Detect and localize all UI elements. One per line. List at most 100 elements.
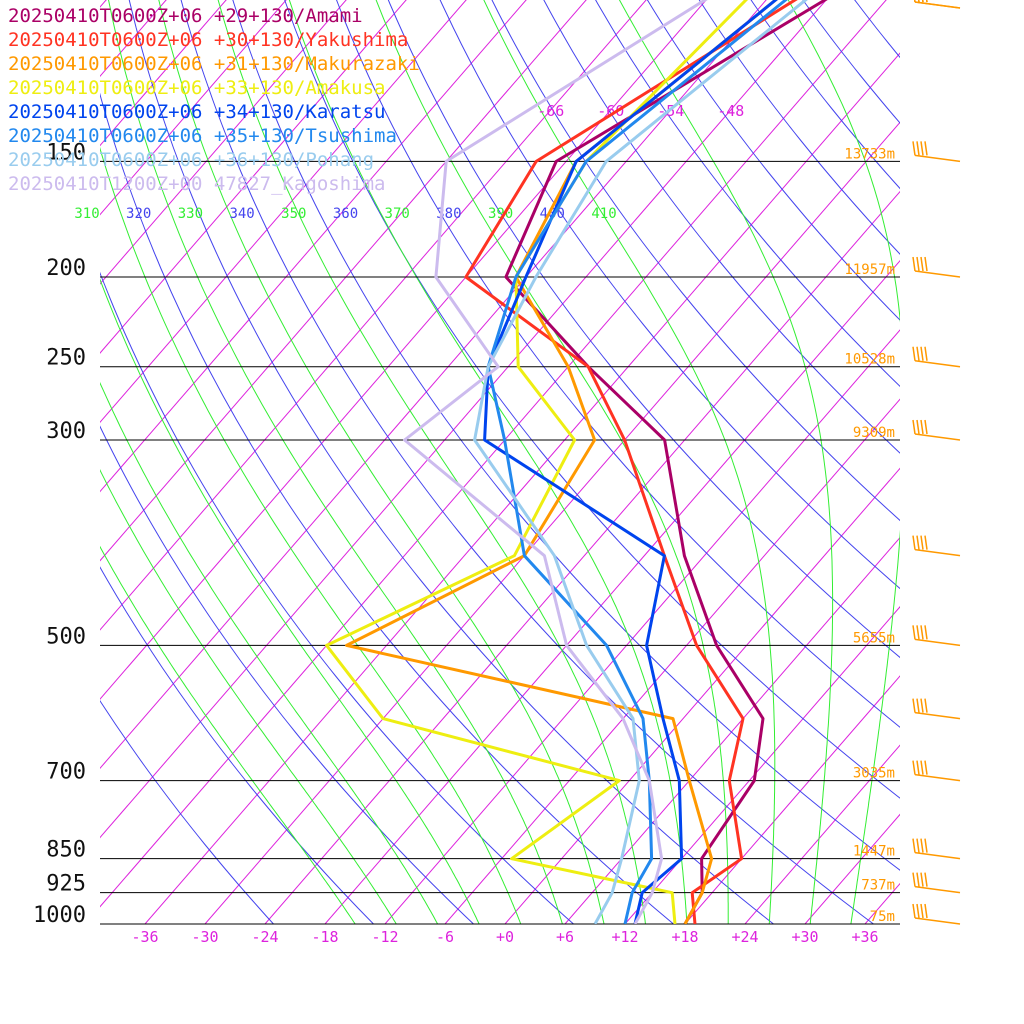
theta-label: 410 [591, 206, 616, 222]
pressure-label: 1000 [33, 903, 86, 928]
wind-barb-flag [920, 698, 924, 713]
moist-adiabat-line [787, 0, 900, 924]
isotherm-line [144, 52, 900, 924]
moist-adiabat-line [483, 0, 776, 924]
wind-barb-flag [916, 625, 920, 640]
axis-labels: 100150200250300500700850925100016229m137… [33, 0, 895, 946]
wind-barb-flag [925, 0, 928, 3]
temperature-tick-label: +18 [671, 928, 698, 946]
pressure-label: 100 [46, 0, 86, 2]
wind-barb-staff [914, 711, 961, 720]
dry-adiabat-line [439, 0, 900, 590]
wind-barb-staff [914, 885, 961, 894]
isotherm-line [444, 398, 900, 924]
dry-adiabat-line [646, 0, 900, 321]
isotherm-line [985, 0, 1024, 924]
wind-barb-staff [914, 359, 961, 368]
dry-adiabat-line [336, 0, 900, 728]
wind-barb-flag [912, 625, 916, 640]
legend-entry-pohang: 20250410T0600Z+06 +36+130/Pohang [8, 149, 375, 171]
dry-adiabat-line [100, 700, 274, 924]
height-label: 9309m [853, 425, 895, 441]
upper-temperature-tick-label: -60 [597, 102, 624, 120]
isotherm-line [100, 0, 887, 908]
theta-label: 310 [74, 206, 99, 222]
isotherm-line [100, 0, 467, 424]
pressure-label: 150 [46, 140, 86, 165]
height-label: 1447m [853, 844, 895, 860]
dry-adiabat-line [100, 566, 374, 924]
dry-adiabat-line [387, 0, 900, 659]
temperature-tick-label: +24 [731, 928, 758, 946]
profile-line [483, 0, 778, 924]
moist-adiabat-line [288, 0, 688, 924]
wind-barb-flag [924, 760, 928, 775]
pressure-label: 300 [46, 419, 86, 444]
wind-barb-flag [920, 903, 924, 919]
wind-barb-staff [914, 917, 961, 925]
wind-barb-staff [914, 851, 961, 860]
isotherm-line [864, 882, 900, 924]
dry-adiabat-line [180, 0, 874, 924]
dry-adiabat-line [854, 0, 900, 59]
height-label: 75m [870, 909, 895, 925]
wind-barb-staff [914, 270, 961, 278]
wind-barb-flag [920, 872, 924, 887]
temperature-tick-label: +0 [496, 928, 514, 946]
wind-barb-flag [916, 419, 920, 435]
wind-barb-staff [914, 773, 961, 782]
wind-barb-flag [916, 346, 920, 361]
isotherm-line [100, 0, 527, 493]
theta-label: 330 [178, 206, 203, 222]
wind-barb [912, 903, 961, 925]
isotherm-line [100, 0, 587, 562]
profile-line [504, 0, 828, 924]
height-label: 11957m [844, 262, 895, 278]
temperature-tick-label: -30 [191, 928, 218, 946]
profile-line [486, 0, 788, 924]
wind-barb [912, 419, 961, 441]
theta-label: 360 [333, 206, 358, 222]
moist-adiabat-line [100, 381, 439, 924]
theta-label: 340 [229, 206, 254, 222]
wind-barb-flag [916, 903, 920, 919]
wind-barb-staff [914, 548, 961, 557]
isotherm-line [744, 744, 900, 924]
dry-adiabat-line [284, 0, 900, 799]
grid-lines [100, 0, 1024, 924]
wind-barb-flag [916, 256, 920, 272]
upper-temperature-tick-label: -48 [717, 102, 744, 120]
dry-adiabat-line [100, 92, 674, 924]
moist-adiabat-line [158, 0, 605, 924]
moist-adiabat-line [618, 0, 834, 924]
height-label: 3035m [853, 766, 895, 782]
legend-entry-kagoshima: 20250410T1200Z+00 47827_Kagoshima [8, 173, 386, 195]
wind-barb-flag [912, 256, 916, 272]
isotherm-line [324, 260, 900, 924]
pressure-label: 850 [46, 838, 86, 863]
moist-adiabat-line [100, 146, 522, 924]
pressure-label: 200 [46, 256, 86, 281]
wind-barb [912, 535, 961, 557]
wind-barb-flag [924, 838, 928, 853]
legend-entry-amakusa: 20250410T0600Z+06 +33+130/Amakusa [8, 77, 386, 99]
theta-label: 320 [126, 206, 151, 222]
wind-barb-flag [916, 838, 920, 853]
wind-barb-flag [920, 256, 924, 272]
isotherm-line [100, 0, 707, 700]
legend-entry-amami: 20250410T0600Z+06 +29+130/Amami [8, 5, 363, 27]
pressure-label: 925 [46, 872, 86, 897]
legend-entry-tsushima: 20250410T0600Z+06 +35+130/Tsushima [8, 125, 397, 147]
isotherm-line [100, 0, 827, 839]
wind-barb-flag [924, 903, 928, 919]
isotherm-line [624, 606, 900, 924]
wind-barb-flag [912, 346, 916, 361]
isotherm-line [100, 0, 287, 216]
isobars [100, 160, 900, 925]
wind-barb-flag [920, 419, 924, 435]
height-label: 10528m [844, 352, 895, 368]
profile-line [473, 0, 808, 924]
temperature-profiles [325, 0, 828, 924]
pressure-label: 700 [46, 760, 86, 785]
